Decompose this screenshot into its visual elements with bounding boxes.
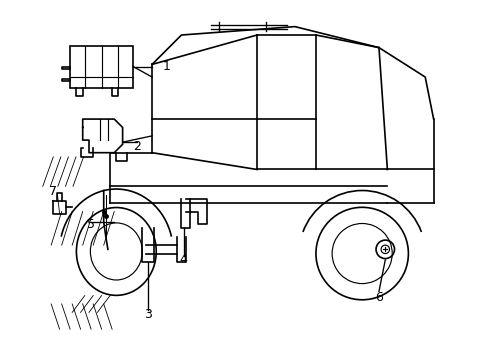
- Text: 6: 6: [374, 291, 382, 304]
- Text: 1: 1: [163, 60, 170, 73]
- Text: 7: 7: [49, 185, 57, 198]
- Text: 4: 4: [179, 253, 187, 266]
- Text: 3: 3: [143, 308, 151, 321]
- Text: 2: 2: [133, 140, 141, 153]
- Bar: [70, 45, 133, 87]
- Text: 5: 5: [87, 219, 95, 231]
